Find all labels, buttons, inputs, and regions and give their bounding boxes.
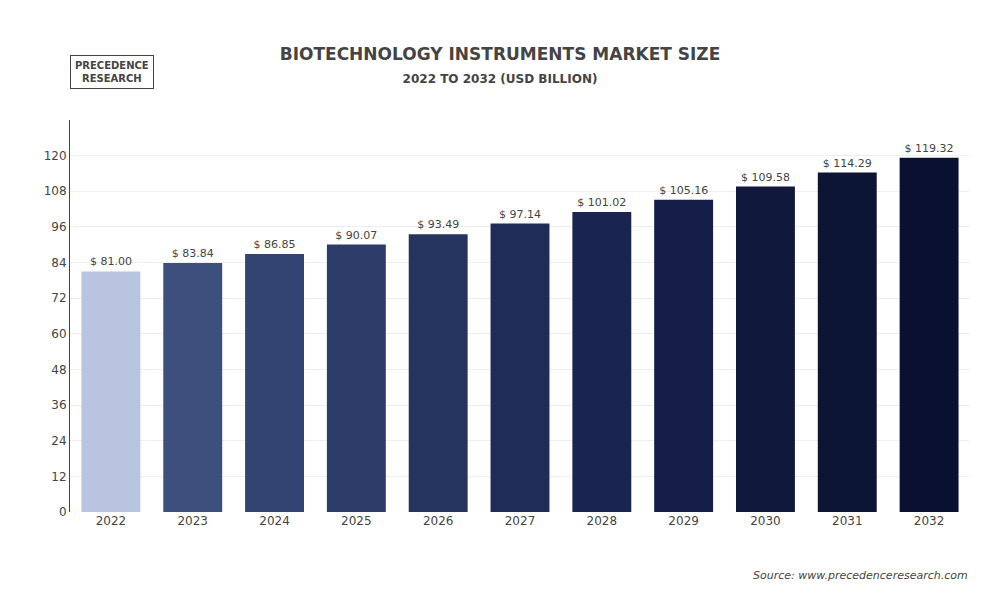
svg-text:2024: 2024	[259, 514, 290, 528]
svg-text:$ 101.02: $ 101.02	[577, 196, 626, 209]
svg-text:96: 96	[51, 220, 66, 234]
svg-text:$ 114.29: $ 114.29	[823, 157, 872, 170]
svg-text:2028: 2028	[587, 514, 618, 528]
svg-text:2022: 2022	[96, 514, 127, 528]
svg-text:$ 81.00: $ 81.00	[90, 255, 132, 268]
svg-text:2030: 2030	[750, 514, 781, 528]
svg-text:0: 0	[59, 505, 67, 519]
svg-text:PRECEDENCERESEARCH: PRECEDENCERESEARCH	[75, 60, 149, 84]
svg-text:2032: 2032	[914, 514, 945, 528]
svg-text:2023: 2023	[177, 514, 208, 528]
svg-text:BIOTECHNOLOGY INSTRUMENTS MARK: BIOTECHNOLOGY INSTRUMENTS MARKET SIZE	[280, 44, 721, 64]
svg-text:$ 90.07: $ 90.07	[335, 229, 377, 242]
svg-text:$ 109.58: $ 109.58	[741, 171, 790, 184]
svg-text:$ 83.84: $ 83.84	[172, 247, 214, 260]
svg-text:24: 24	[51, 434, 66, 448]
svg-text:36: 36	[51, 398, 66, 412]
svg-text:72: 72	[51, 291, 66, 305]
svg-text:$ 93.49: $ 93.49	[417, 218, 459, 231]
svg-text:60: 60	[51, 327, 66, 341]
svg-text:2029: 2029	[668, 514, 699, 528]
svg-text:$ 97.14: $ 97.14	[499, 208, 541, 221]
svg-text:108: 108	[44, 184, 67, 198]
svg-text:2025: 2025	[341, 514, 372, 528]
svg-text:2031: 2031	[832, 514, 863, 528]
svg-text:2026: 2026	[423, 514, 454, 528]
svg-text:2027: 2027	[505, 514, 536, 528]
svg-text:48: 48	[51, 363, 66, 377]
svg-text:$ 119.32: $ 119.32	[905, 142, 954, 155]
svg-text:$ 105.16: $ 105.16	[659, 184, 708, 197]
svg-text:2022 TO 2032 (USD BILLION): 2022 TO 2032 (USD BILLION)	[403, 72, 598, 86]
svg-text:$ 86.85: $ 86.85	[254, 238, 296, 251]
svg-text:Source: www.precedenceresearch: Source: www.precedenceresearch.com	[753, 569, 968, 582]
svg-text:84: 84	[51, 256, 66, 270]
svg-text:120: 120	[44, 149, 67, 163]
svg-text:12: 12	[51, 470, 66, 484]
